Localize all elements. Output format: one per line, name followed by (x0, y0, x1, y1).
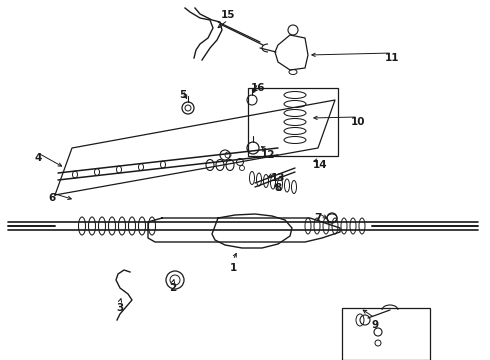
Text: 11: 11 (385, 53, 399, 63)
Text: 15: 15 (221, 10, 235, 20)
Text: 4: 4 (34, 153, 42, 163)
Text: 14: 14 (313, 160, 327, 170)
Bar (342, 308, 430, 360)
Text: 10: 10 (351, 117, 365, 127)
Text: 13: 13 (271, 173, 285, 183)
Text: 12: 12 (261, 150, 275, 160)
Text: 7: 7 (314, 213, 322, 223)
Text: 1: 1 (229, 263, 237, 273)
Text: 3: 3 (117, 303, 123, 313)
Text: 5: 5 (179, 90, 187, 100)
Text: 8: 8 (274, 183, 282, 193)
Text: 2: 2 (170, 283, 176, 293)
Text: 16: 16 (251, 83, 265, 93)
Bar (248, 88, 338, 156)
Text: 6: 6 (49, 193, 56, 203)
Text: 9: 9 (371, 320, 379, 330)
